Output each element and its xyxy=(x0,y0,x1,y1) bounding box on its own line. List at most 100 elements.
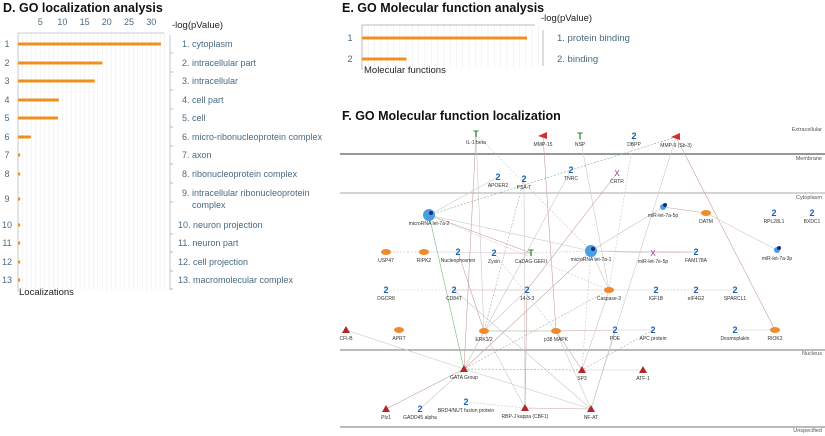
node-label: RPL28L1 xyxy=(764,219,785,225)
enzyme-icon xyxy=(394,327,404,333)
node-label: BXDC1 xyxy=(804,219,821,225)
network-node: MMP-9 (Sb-3) xyxy=(660,133,692,149)
node-label: APRT xyxy=(392,336,405,342)
enzyme-icon xyxy=(770,327,780,333)
transcription-factor-icon xyxy=(587,405,595,412)
panel-e-x-axis-label: -log(pValue) xyxy=(541,13,593,24)
network-node: GATA Group xyxy=(450,365,478,381)
y-tick-label: 13 xyxy=(2,275,12,285)
network-node: microRNA let-7a-1 xyxy=(571,245,612,263)
lane-label-membrane: Membrane xyxy=(796,156,822,162)
y-tick-label: 12 xyxy=(2,257,12,267)
network-node: 214-3-3 xyxy=(520,285,535,302)
network-edge xyxy=(453,289,592,410)
transcription-factor-icon xyxy=(382,405,390,412)
network-edge xyxy=(705,212,778,251)
bar xyxy=(18,61,103,65)
network-node: miR-let-7a-5p xyxy=(648,203,678,219)
network-edge xyxy=(555,330,583,371)
microrna-core-icon xyxy=(591,247,595,251)
network-node: RIPK2 xyxy=(417,249,431,264)
legend-label: 8. ribonucleoprotein complex xyxy=(182,169,298,179)
node-label: ERK1/2 xyxy=(475,337,492,343)
network-edge xyxy=(555,329,616,332)
network-edge xyxy=(463,250,592,370)
lane-label-unspecified: Unspecified xyxy=(793,428,822,434)
bar xyxy=(18,223,21,227)
generic-protein-icon: 2 xyxy=(650,325,655,335)
microrna-core-icon xyxy=(663,203,667,207)
network-edge xyxy=(590,250,610,291)
network-edge xyxy=(463,368,583,371)
network-edge xyxy=(465,401,526,409)
node-label: FAM178A xyxy=(685,258,708,264)
network-edge xyxy=(428,176,499,216)
microrna-icon xyxy=(423,209,435,221)
network-edge xyxy=(675,136,776,331)
node-label: CFI-B xyxy=(339,336,353,342)
bar xyxy=(18,79,95,83)
y-tick-label: 8 xyxy=(4,169,9,179)
generic-protein-icon: 2 xyxy=(463,397,468,407)
network-edge xyxy=(463,133,477,370)
legend-label: 4. cell part xyxy=(182,95,224,105)
node-label: Desmoplakin xyxy=(721,336,750,342)
network-node: p38 MAPK xyxy=(544,328,569,343)
network-node: SP3 xyxy=(577,366,587,382)
node-label: ATF-1 xyxy=(636,376,650,382)
y-tick-label: 5 xyxy=(4,113,9,123)
network-edge xyxy=(579,135,610,291)
network-edge xyxy=(662,206,707,214)
enzyme-icon xyxy=(419,249,429,255)
node-label: CD84T xyxy=(446,296,462,302)
y-tick-label: 2 xyxy=(347,54,352,64)
lane-label-extracellular: Extracellular xyxy=(792,127,822,133)
legend-label: 7. axon xyxy=(182,150,212,160)
network-edge xyxy=(463,330,485,370)
network-edge xyxy=(345,329,465,370)
node-label: IGF1B xyxy=(649,296,664,302)
node-label: DATM xyxy=(699,219,713,225)
network-edge xyxy=(463,368,592,410)
legend-label: 9. intracellular ribonucleoprotein xyxy=(182,188,310,198)
node-label: Plz1 xyxy=(381,415,391,421)
legend-label: 11. neuron part xyxy=(178,238,239,248)
network-edge xyxy=(590,206,664,252)
microrna-core-icon xyxy=(429,211,433,215)
generic-protein-icon: 2 xyxy=(451,285,456,295)
node-label: eIF4G2 xyxy=(688,296,705,302)
generic-protein-icon: 2 xyxy=(631,131,636,141)
node-label: RBP-J kappa (CBF1) xyxy=(502,414,549,420)
network-edge xyxy=(523,178,526,409)
panel-f-title: F. GO Molecular function localization xyxy=(342,109,561,123)
network-edge xyxy=(428,214,592,252)
node-label: APOER2 xyxy=(488,183,509,189)
generic-protein-icon: 2 xyxy=(612,325,617,335)
legend-label: 10. neuron projection xyxy=(178,220,263,230)
x-tick-label: 20 xyxy=(102,17,112,27)
panel-e-y-axis-label: Molecular functions xyxy=(364,65,446,76)
node-label: APC protein xyxy=(640,336,667,342)
generic-protein-icon: 2 xyxy=(693,247,698,257)
node-label: PSA-T xyxy=(517,185,532,191)
generic-protein-icon: 2 xyxy=(495,172,500,182)
network-node: ATF-1 xyxy=(636,366,650,382)
network-node: MMP-15 xyxy=(534,132,553,148)
network-edge xyxy=(457,251,485,332)
ligand-icon: T xyxy=(528,248,534,258)
node-label: p38 MAPK xyxy=(544,337,569,343)
bar xyxy=(362,57,407,61)
bar xyxy=(18,98,59,102)
network-edge xyxy=(493,252,557,332)
